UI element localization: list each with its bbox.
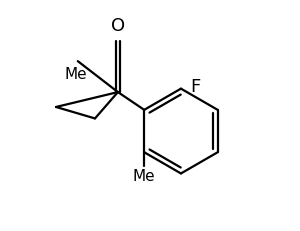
- Text: Me: Me: [64, 67, 87, 81]
- Text: Me: Me: [133, 169, 155, 183]
- Text: O: O: [111, 17, 125, 34]
- Text: F: F: [190, 78, 200, 96]
